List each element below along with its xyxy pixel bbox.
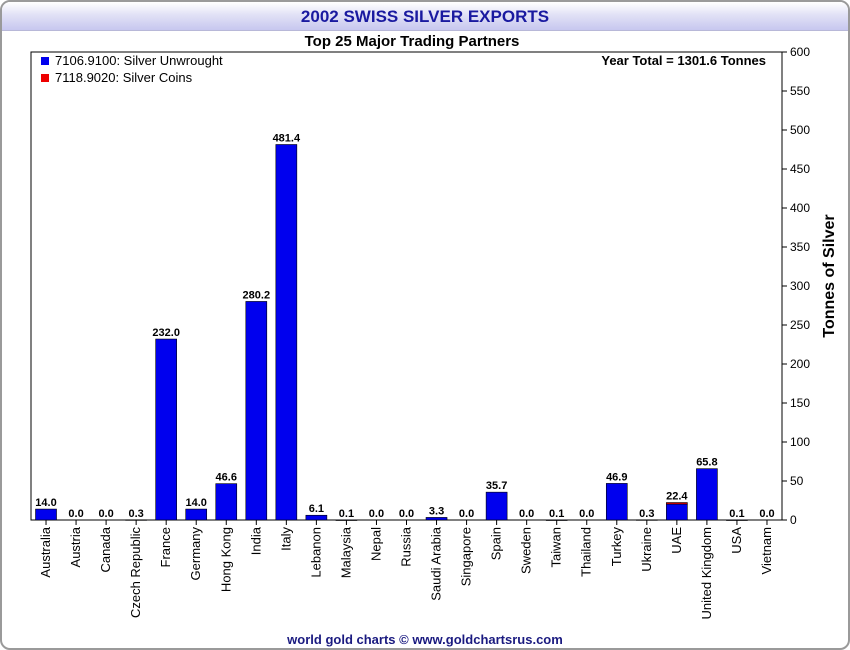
y-tick-label: 600: [790, 45, 810, 59]
data-label: 22.4: [666, 491, 688, 503]
bar-unwrought: [245, 301, 268, 521]
bar-unwrought: [185, 508, 208, 521]
bar-unwrought: [696, 468, 718, 521]
x-tick-label: Malaysia: [338, 526, 353, 578]
x-tick-label: Thailand: [579, 527, 594, 577]
data-label: 0.0: [759, 508, 774, 520]
legend-swatch: [41, 74, 49, 82]
x-tick-label: Austria: [68, 526, 83, 567]
y-tick-label: 150: [790, 396, 810, 410]
bar-unwrought: [425, 517, 448, 521]
data-label: 14.0: [35, 497, 56, 509]
y-tick-label: 200: [790, 357, 810, 371]
y-tick-label: 400: [790, 201, 810, 215]
x-tick-label: Canada: [98, 526, 113, 572]
data-label: 0.1: [339, 508, 354, 520]
bar-unwrought: [485, 491, 508, 521]
data-label: 0.1: [549, 508, 564, 520]
y-tick-label: 250: [790, 318, 810, 332]
x-tick-label: Turkey: [609, 527, 624, 567]
bar-unwrought: [305, 514, 328, 521]
x-tick-label: USA: [729, 527, 744, 554]
bar-coins: [666, 502, 688, 505]
data-label: 46.6: [216, 472, 237, 484]
data-label: 0.3: [128, 508, 143, 520]
chart-title: 2002 SWISS SILVER EXPORTS: [300, 7, 550, 26]
legend-label: 7118.9020: Silver Coins: [55, 70, 193, 85]
x-tick-label: India: [248, 526, 263, 555]
data-label: 0.0: [98, 508, 113, 520]
chart-subtitle: Top 25 Major Trading Partners: [304, 33, 520, 50]
data-label: 0.0: [68, 508, 83, 520]
bar-unwrought: [605, 483, 628, 521]
data-label: 0.3: [639, 508, 654, 520]
x-tick-label: Taiwan: [549, 527, 564, 567]
data-label: 65.8: [696, 457, 717, 469]
y-tick-label: 500: [790, 123, 810, 137]
y-axis-title: Tonnes of Silver: [821, 214, 838, 337]
title-bar: [2, 2, 848, 31]
data-label: 6.1: [309, 503, 324, 515]
x-tick-label: UAE: [669, 527, 684, 554]
data-label: 14.0: [186, 497, 207, 509]
bar-unwrought: [155, 338, 177, 521]
x-tick-label: Vietnam: [759, 527, 774, 574]
data-label: 280.2: [243, 289, 271, 301]
data-label: 0.0: [369, 508, 384, 520]
year-total-annotation: Year Total = 1301.6 Tonnes: [601, 53, 766, 68]
y-tick-label: 50: [790, 474, 804, 488]
data-label: 481.4: [273, 133, 301, 145]
data-label: 3.3: [429, 505, 444, 517]
data-label: 232.0: [152, 327, 180, 339]
x-tick-label: Hong Kong: [218, 527, 233, 592]
x-tick-label: Spain: [489, 527, 504, 560]
y-tick-label: 100: [790, 435, 810, 449]
x-tick-label: United Kingdom: [699, 527, 714, 620]
x-tick-label: France: [158, 527, 173, 567]
y-tick-label: 0: [790, 513, 797, 527]
bar-unwrought: [275, 144, 298, 521]
x-tick-label: Sweden: [519, 527, 534, 574]
x-tick-label: Australia: [38, 526, 53, 577]
credit-text: world gold charts © www.goldchartsrus.co…: [287, 632, 563, 647]
y-tick-label: 450: [790, 162, 810, 176]
data-label: 0.0: [399, 508, 414, 520]
bar-unwrought: [666, 503, 688, 521]
data-label: 0.0: [519, 508, 534, 520]
y-tick-label: 550: [790, 84, 810, 98]
plot-area: [30, 51, 783, 521]
x-tick-label: Saudi Arabia: [429, 526, 444, 600]
x-tick-label: Germany: [188, 527, 203, 581]
y-tick-label: 350: [790, 240, 810, 254]
x-tick-label: Nepal: [368, 527, 383, 561]
data-label: 0.1: [729, 508, 744, 520]
data-label: 0.0: [459, 508, 474, 520]
legend-label: 7106.9100: Silver Unwrought: [55, 53, 223, 68]
x-tick-label: Ukraine: [639, 527, 654, 572]
data-label: 46.9: [606, 471, 627, 483]
bar-unwrought: [35, 508, 57, 521]
x-tick-label: Singapore: [459, 527, 474, 586]
x-tick-label: Czech Republic: [128, 527, 143, 619]
x-tick-label: Lebanon: [308, 527, 323, 578]
x-tick-label: Italy: [278, 527, 293, 551]
data-label: 35.7: [486, 480, 507, 492]
legend-swatch: [41, 57, 49, 65]
y-tick-label: 300: [790, 279, 810, 293]
x-tick-label: Russia: [399, 526, 414, 567]
data-label: 0.0: [579, 508, 594, 520]
bar-unwrought: [215, 483, 238, 521]
